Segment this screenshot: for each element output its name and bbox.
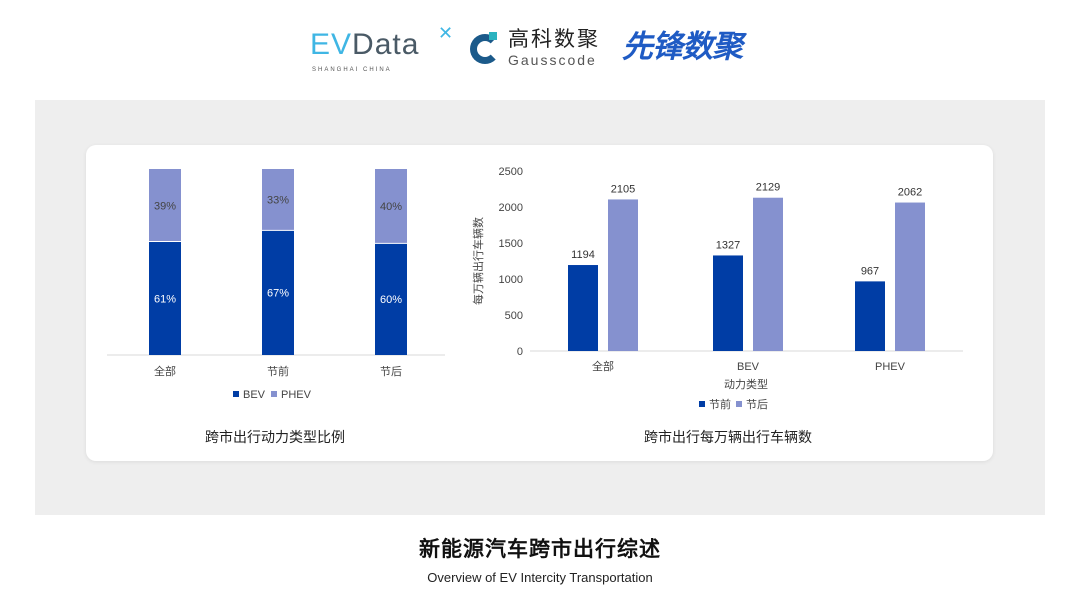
x-tick-label: 全部 (154, 364, 176, 378)
bar-bev (262, 230, 294, 355)
bar-bev (149, 241, 181, 355)
y-tick-label: 1500 (499, 238, 523, 250)
legend-label-phev: PHEV (281, 389, 312, 401)
evdata-sub: SHANGHAI CHINA (312, 67, 392, 73)
data-label: 1194 (571, 249, 595, 261)
data-label-bev: 67% (267, 288, 289, 300)
gausscode-cn: 高科数聚 (508, 28, 600, 51)
x-tick-label: 节后 (380, 365, 402, 378)
bar-after (753, 197, 783, 351)
bar-phev (149, 169, 181, 242)
legend-swatch-bev (233, 391, 239, 397)
data-label-phev: 39% (154, 200, 176, 212)
chart-card (86, 145, 993, 461)
bar-before (855, 281, 885, 351)
legend-label-before: 节前 (709, 397, 731, 411)
x-tick-label: 全部 (592, 359, 614, 373)
bar-after (608, 199, 638, 351)
bar-phev (262, 169, 294, 231)
y-tick-label: 500 (505, 310, 523, 322)
data-label: 2062 (898, 187, 922, 199)
page-subtitle: Overview of EV Intercity Transportation (427, 570, 653, 585)
bar-bev (375, 243, 407, 355)
gausscode-square-icon (489, 32, 497, 40)
bar-phev (375, 169, 407, 244)
y-tick-label: 2000 (499, 202, 523, 214)
legend-label-after: 节后 (746, 398, 768, 411)
y-tick-label: 1000 (499, 274, 523, 286)
evdata-logo: EVData ✕ SHANGHAI CHINA (310, 23, 455, 73)
x-tick-label: 节前 (267, 364, 289, 378)
legend-label-bev: BEV (243, 389, 266, 401)
bar-before (713, 255, 743, 351)
gausscode-en: Gausscode (508, 52, 597, 68)
chart-title: 跨市出行动力类型比例 (205, 429, 345, 445)
y-tick-label: 0 (517, 346, 523, 358)
bar-after (895, 202, 925, 351)
y-tick-label: 2500 (499, 166, 523, 178)
legend-swatch-phev (271, 391, 277, 397)
x-axis-title: 动力类型 (724, 377, 768, 391)
data-label: 2129 (756, 182, 780, 194)
chart-title: 跨市出行每万辆出行车辆数 (644, 429, 812, 445)
xianfeng-logo: 先锋数聚 (622, 29, 743, 64)
data-label-bev: 60% (380, 294, 402, 306)
evdata-x-icon: ✕ (438, 23, 455, 43)
bar-before (568, 265, 598, 351)
data-label-phev: 33% (267, 195, 289, 207)
data-label: 1327 (716, 239, 740, 251)
legend-swatch-before (699, 401, 705, 407)
x-tick-label: PHEV (875, 361, 906, 373)
data-label-bev: 61% (154, 293, 176, 305)
page-title: 新能源汽车跨市出行综述 (419, 538, 661, 561)
data-label: 2105 (611, 183, 635, 195)
y-axis-title: 每万辆出行车辆数 (471, 217, 485, 305)
gausscode-mark-icon (470, 34, 500, 64)
data-label-phev: 40% (380, 201, 402, 213)
data-label: 967 (861, 265, 879, 277)
legend-swatch-after (736, 401, 742, 407)
x-tick-label: BEV (737, 361, 760, 373)
